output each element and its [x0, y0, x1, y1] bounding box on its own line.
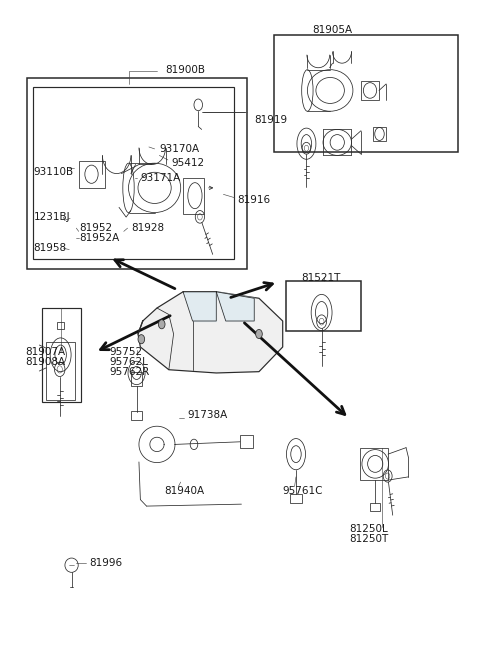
Polygon shape — [216, 291, 254, 321]
Text: 95412: 95412 — [171, 159, 204, 168]
Bar — [373, 127, 386, 141]
Text: 93110B: 93110B — [34, 166, 74, 177]
Bar — [47, 342, 75, 400]
Text: 81905A: 81905A — [312, 25, 353, 35]
Text: 93171A: 93171A — [140, 173, 180, 183]
Text: 81952A: 81952A — [80, 233, 120, 243]
Text: 81250L: 81250L — [349, 524, 388, 534]
Text: 1231BJ: 1231BJ — [34, 212, 70, 222]
Text: 81919: 81919 — [254, 115, 288, 124]
Text: 95762R: 95762R — [109, 367, 150, 377]
Text: 81958: 81958 — [34, 243, 67, 253]
Circle shape — [138, 335, 144, 344]
Bar — [274, 35, 458, 152]
Text: 81521T: 81521T — [301, 273, 341, 283]
Bar — [57, 322, 64, 329]
Bar — [131, 411, 142, 421]
Text: 95762L: 95762L — [109, 357, 148, 367]
Bar — [361, 81, 379, 100]
Text: 81900B: 81900B — [166, 66, 205, 75]
Circle shape — [158, 320, 165, 329]
Text: 81908A: 81908A — [25, 357, 66, 367]
Bar — [131, 371, 142, 386]
Bar — [287, 281, 361, 331]
Bar — [240, 436, 253, 448]
Text: 81916: 81916 — [238, 195, 271, 205]
Bar — [33, 87, 234, 259]
Bar — [290, 494, 302, 503]
Text: 95761C: 95761C — [283, 486, 323, 496]
Bar — [360, 447, 388, 480]
Bar — [183, 178, 204, 214]
Text: 93170A: 93170A — [159, 144, 200, 154]
Text: 81907A: 81907A — [25, 347, 66, 357]
Polygon shape — [138, 291, 283, 373]
Text: 81996: 81996 — [89, 557, 122, 568]
Text: 81250T: 81250T — [349, 534, 388, 544]
Polygon shape — [183, 291, 216, 321]
Bar — [42, 308, 81, 402]
Text: 81952: 81952 — [80, 223, 113, 233]
Circle shape — [256, 329, 262, 339]
Text: 81928: 81928 — [131, 223, 164, 233]
Text: 95752: 95752 — [109, 347, 143, 357]
Bar — [26, 78, 247, 269]
Bar — [79, 160, 105, 188]
Bar — [370, 503, 381, 512]
Text: 81940A: 81940A — [164, 486, 204, 496]
Text: 91738A: 91738A — [188, 410, 228, 420]
